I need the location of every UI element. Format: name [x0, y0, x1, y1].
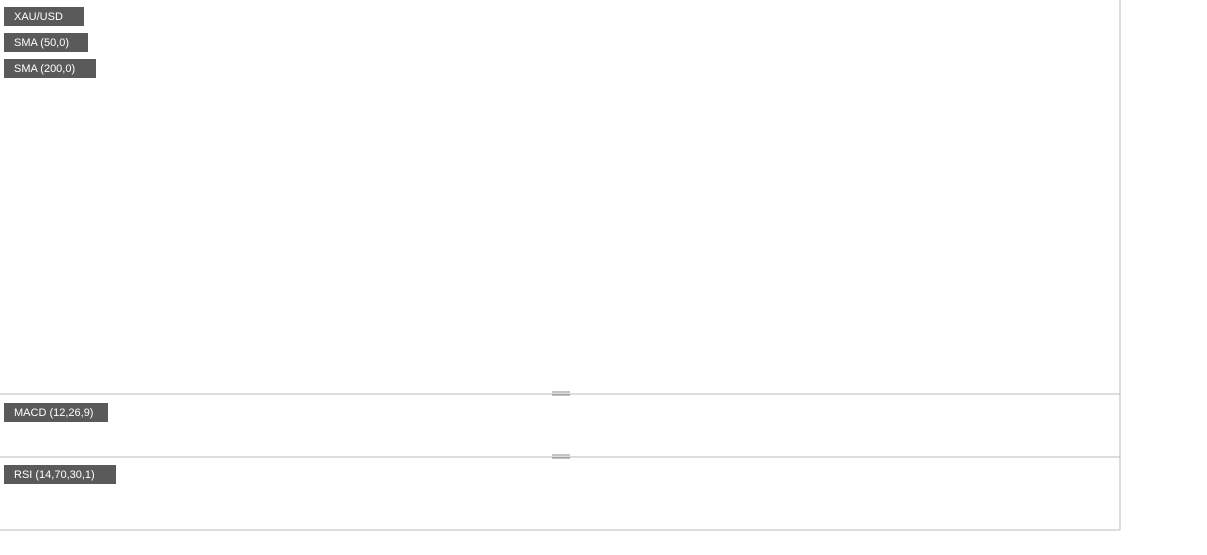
legend-box[interactable]	[4, 403, 108, 422]
panel-title: MACD (12,26,9)	[14, 407, 93, 419]
overlay: XAU/USD SMA (50,0) SMA (200,0) MACD (12,…	[4, 7, 116, 484]
legend-box[interactable]	[4, 59, 96, 78]
legend-entry: SMA (50,0)	[14, 37, 69, 49]
panel-title: RSI (14,70,30,1)	[14, 469, 95, 481]
legend-entry: SMA (200,0)	[14, 63, 75, 75]
legend-box[interactable]	[4, 33, 88, 52]
legend-box[interactable]	[4, 465, 116, 484]
legend-box[interactable]	[4, 7, 84, 26]
symbol-title: XAU/USD	[14, 11, 63, 23]
